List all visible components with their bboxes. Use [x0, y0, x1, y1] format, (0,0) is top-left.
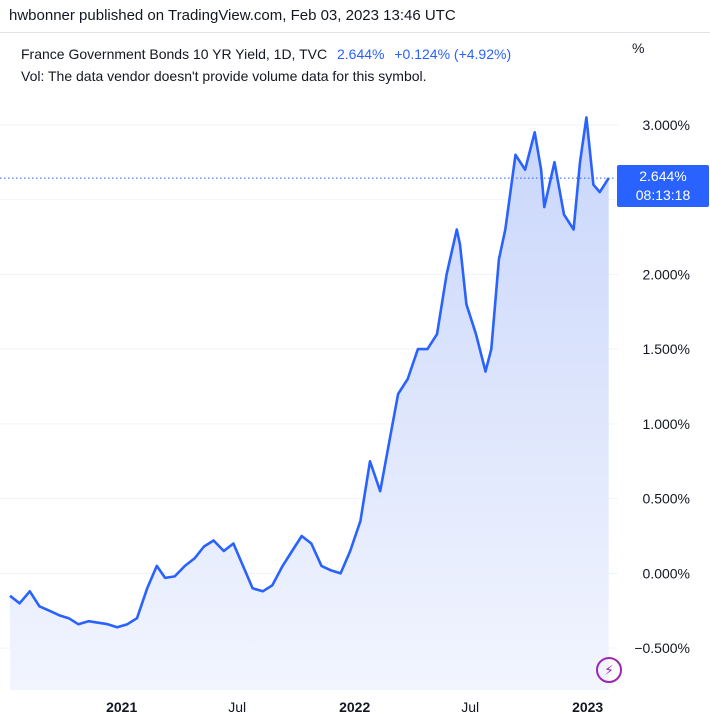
legend-last: 2.644%: [336, 46, 385, 62]
y-tick-label: 0.500%: [643, 491, 690, 507]
series-line: [9, 116, 610, 629]
x-tick-label: 2022: [339, 699, 370, 715]
last-price-value: 2.644%: [639, 168, 687, 185]
x-tick-label: Jul: [228, 699, 246, 715]
y-tick-label: −0.500%: [634, 640, 690, 656]
y-tick-label: 1.000%: [643, 416, 690, 432]
header-divider: [0, 32, 710, 33]
lightning-bolt-icon[interactable]: ⚡︎: [596, 657, 622, 683]
y-tick-label: 2.000%: [643, 266, 690, 282]
series-area: [10, 117, 609, 690]
legend-volume-note: Vol: The data vendor doesn't provide vol…: [21, 68, 427, 84]
price-scale-unit: %: [632, 40, 645, 56]
legend-symbol[interactable]: France Government Bonds 10 YR Yield, 1D,…: [21, 46, 328, 62]
x-tick-label: 2023: [572, 699, 603, 715]
x-tick-label: Jul: [461, 699, 479, 715]
x-tick-label: 2021: [106, 699, 137, 715]
legend-change: +0.124% (+4.92%): [394, 46, 512, 62]
bar-countdown: 08:13:18: [635, 187, 691, 204]
y-tick-label: 0.000%: [643, 565, 690, 581]
last-price-label: 2.644% 08:13:18: [617, 165, 709, 208]
legend-row-symbol: France Government Bonds 10 YR Yield, 1D,…: [21, 43, 511, 65]
publisher-caption: hwbonner published on TradingView.com, F…: [9, 7, 456, 24]
y-tick-label: 1.500%: [643, 341, 690, 357]
time-axis[interactable]: 2021 Jul 2022 Jul 2023: [106, 699, 603, 715]
chart-legend: France Government Bonds 10 YR Yield, 1D,…: [21, 43, 511, 87]
y-tick-label: 3.000%: [643, 117, 690, 133]
